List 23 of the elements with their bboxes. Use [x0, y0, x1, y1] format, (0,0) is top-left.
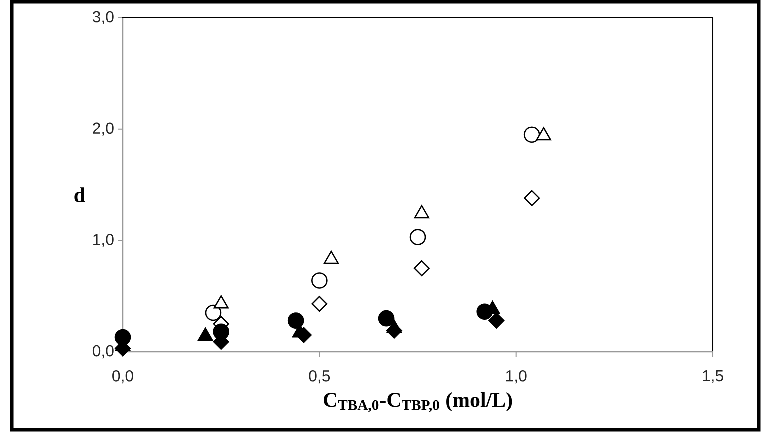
- point: [312, 272, 328, 289]
- point: [488, 312, 505, 329]
- point: [288, 312, 304, 329]
- x-tick-label: 1,0: [506, 370, 527, 384]
- y-tick-label: 1,0: [94, 234, 114, 248]
- point: [213, 324, 230, 340]
- y-tick-label: 2,0: [93, 122, 114, 136]
- point: [476, 304, 494, 320]
- point: [414, 260, 430, 276]
- point: [524, 190, 540, 206]
- x-axis-title: C$_{TBA,0}$-C$_{TBP,0}$ (mol/L): [324, 392, 512, 412]
- point: [524, 126, 540, 144]
- x-tick-label: 0,5: [309, 370, 330, 384]
- point: [410, 229, 426, 246]
- point: [378, 310, 395, 327]
- y-tick-label: 3,0: [92, 11, 114, 25]
- point: [312, 296, 328, 312]
- x-tick-label: 0,0: [112, 370, 134, 384]
- y-tick-label: 0,0: [92, 345, 114, 359]
- point: [114, 329, 132, 346]
- point: [205, 304, 222, 322]
- x-tick-label: 1,5: [703, 370, 724, 384]
- y-axis-title: d: [74, 188, 86, 202]
